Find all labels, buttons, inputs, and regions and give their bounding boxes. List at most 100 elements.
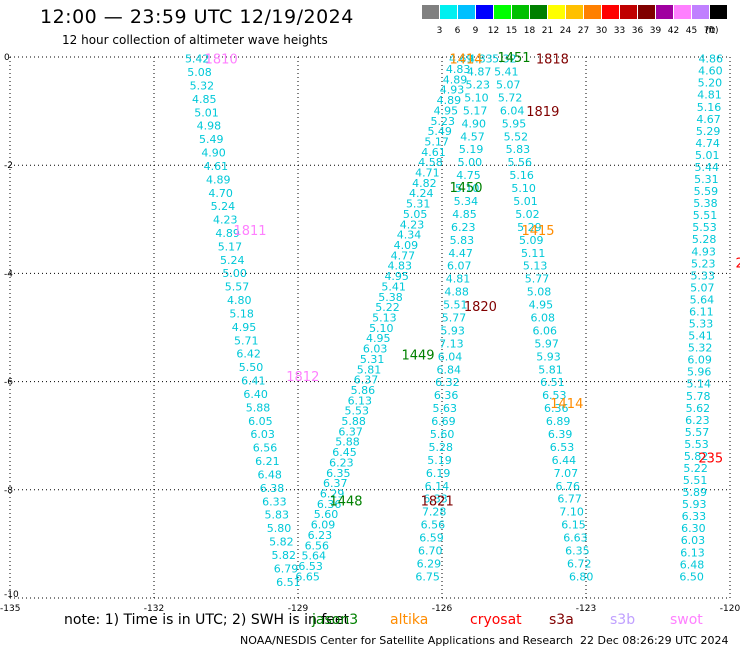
wave-height-value: 5.97 [534,337,559,350]
wave-height-value: 5.18 [229,307,254,320]
wave-height-value: 4.70 [208,187,233,200]
wave-height-value: 6.45 [332,446,357,459]
wave-height-value: 5.49 [427,125,452,138]
wave-height-value: 6.50 [679,570,704,583]
wave-height-value: 5.16 [509,169,534,182]
wave-height-value: 4.61 [204,160,229,173]
wave-height-value: 6.07 [447,260,472,273]
wave-height-value: 5.89 [682,486,707,499]
mission-swot: swot [670,612,703,628]
wave-height-value: 7.13 [439,337,464,350]
wave-height-value: 5.20 [698,77,723,90]
wave-height-value: 6.29 [320,488,345,501]
wave-height-value: 6.19 [426,467,451,480]
scale-label: 9 [472,26,479,36]
wave-height-value: 5.07 [690,281,715,294]
y-tick-label: -8 [4,486,13,496]
wave-height-value: 4.87 [467,66,492,79]
scale-label: 12 [487,26,500,36]
scale-label: 42 [667,26,680,36]
scale-swatch [710,5,727,19]
wave-height-value: 5.82 [271,549,296,562]
wave-height-value: 5.32 [190,79,215,92]
scale-swatch [512,5,529,19]
wave-height-value: 7.28 [422,506,447,519]
wave-height-value: 6.56 [305,539,330,552]
wave-height-value: 6.76 [556,480,581,493]
wave-height-value: 6.13 [680,546,705,559]
wave-height-value: 6.05 [248,415,273,428]
scale-label: 24 [559,26,572,36]
wave-height-value: 5.10 [455,182,480,195]
wave-height-value: 5.16 [697,101,722,114]
wave-height-value: 5.82 [684,450,709,463]
wave-height-value: 5.88 [341,415,366,428]
wave-height-value: 4.95 [232,321,257,334]
wave-height-value: 4.89 [437,94,462,107]
wave-height-value: 5.31 [360,353,385,366]
wave-height-value: 5.24 [220,254,245,267]
wave-height-value: 5.80 [267,522,292,535]
wave-height-value: 5.05 [403,208,428,221]
scale-swatch [458,5,475,19]
wave-height-value: 6.08 [531,311,556,324]
wave-height-value: 6.41 [241,375,266,388]
wave-height-value: 5.28 [429,441,454,454]
pass-label: 1448 [329,495,362,510]
scale-swatch [566,5,583,19]
wave-height-value: 6.23 [685,414,710,427]
wave-height-value: 5.38 [378,291,403,304]
wave-height-value: 5.41 [381,280,406,293]
wave-height-value: 6.72 [567,557,592,570]
wave-height-value: 6.06 [532,324,557,337]
scale-label: 3 [436,26,443,36]
pass-label: 1820 [464,300,497,315]
wave-height-value: 4.77 [391,249,416,262]
wave-height-value: 4.90 [201,147,226,160]
scale-swatch [692,5,709,19]
x-tick-label: -135 [0,604,20,614]
wave-height-value: 5.52 [504,130,529,143]
wave-height-value: 4.67 [696,113,721,126]
wave-height-value: 6.13 [348,394,373,407]
pass-label: 2 [735,257,740,272]
wave-height-value: 5.88 [335,436,360,449]
scale-swatch [620,5,637,19]
wave-height-value: 6.23 [329,456,354,469]
wave-height-value: 5.00 [222,267,247,280]
scale-swatch [656,5,673,19]
wave-height-value: 4.60 [698,65,723,78]
wave-height-value: 6.33 [682,510,707,523]
wave-height-value: 5.22 [683,462,708,475]
wave-height-value: 5.82 [269,536,294,549]
wave-height-value: 6.89 [546,415,571,428]
wave-height-value: 5.17 [463,104,488,117]
wave-height-value: 5.77 [442,311,467,324]
wave-height-value: 5.83 [264,509,289,522]
pass-label: 1449 [401,349,434,364]
wave-height-value: 5.72 [498,91,523,104]
scale-label: 33 [613,26,626,36]
wave-height-value: 4.89 [443,73,468,86]
wave-height-value: 5.71 [234,334,259,347]
pass-label: 1414 [550,397,583,412]
wave-height-value: 5.81 [357,363,382,376]
wave-height-value: 4.74 [695,137,720,150]
wave-height-value: 7.10 [559,506,584,519]
wave-height-value: 6.23 [451,221,476,234]
wave-height-value: 4.83 [468,53,493,66]
scale-swatch [494,5,511,19]
wave-height-value: 4.82 [412,177,437,190]
wave-height-value: 5.24 [211,200,236,213]
wave-height-value: 6.80 [569,570,594,583]
wave-height-value: 5.29 [696,125,721,138]
wave-height-value: 6.36 [317,498,342,511]
wave-height-value: 5.50 [239,361,264,374]
wave-height-value: 5.19 [459,143,484,156]
x-tick-label: -126 [432,604,453,614]
wave-height-value: 5.34 [454,195,479,208]
wave-height-value: 6.44 [552,454,577,467]
pass-label: 1819 [526,105,559,120]
wave-height-value: 6.39 [548,428,573,441]
wave-height-value: 6.32 [435,376,460,389]
